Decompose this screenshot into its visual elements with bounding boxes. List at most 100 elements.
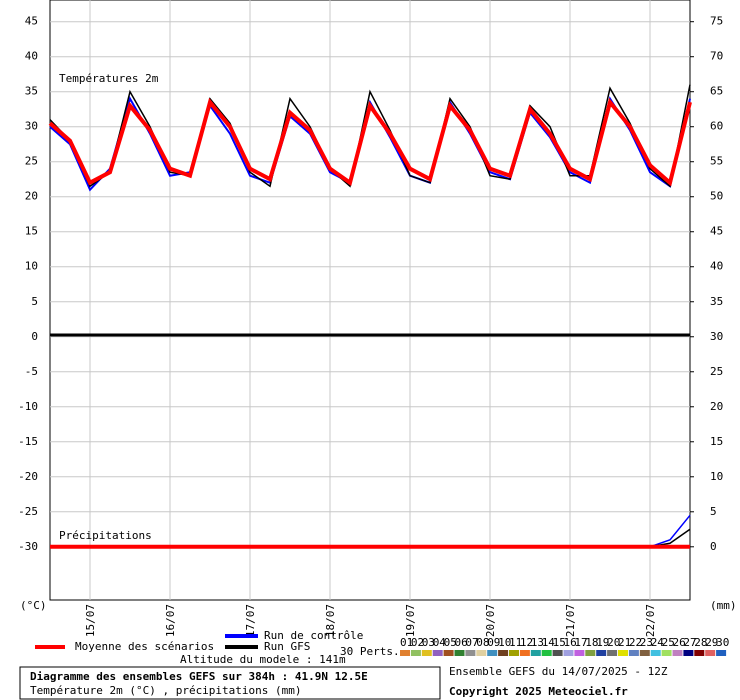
y2-tick-label: 35 xyxy=(710,295,723,308)
copyright: Copyright 2025 Meteociel.fr xyxy=(449,685,628,698)
y2-tick-label: 25 xyxy=(710,365,723,378)
perturbation-name: 14 xyxy=(542,636,556,649)
x-tick-label: 20/07 xyxy=(484,604,497,637)
run-info: Ensemble GEFS du 14/07/2025 - 12Z xyxy=(449,665,668,678)
legend-label: Run de contrôle xyxy=(264,629,363,642)
y2-tick-label: 15 xyxy=(710,435,723,448)
legend-label: Moyenne des scénarios xyxy=(75,640,214,653)
y-tick-label: 30 xyxy=(25,120,38,133)
perturbation-swatch xyxy=(628,650,639,656)
perturbation-swatch xyxy=(519,650,530,656)
perturbation-name: 15 xyxy=(553,636,566,649)
perturbation-name: 12 xyxy=(520,636,533,649)
y2-tick-label: 30 xyxy=(710,330,723,343)
perturbation-swatch xyxy=(661,650,672,656)
y-tick-label: 0 xyxy=(31,330,38,343)
perturbation-name: 07 xyxy=(465,636,478,649)
perturbation-swatch xyxy=(443,650,454,656)
footer-box xyxy=(19,666,441,700)
perturbation-swatch xyxy=(410,650,421,656)
series-line xyxy=(49,96,691,192)
perturbation-swatch xyxy=(639,650,650,656)
y-tick-label: 40 xyxy=(25,50,38,63)
y2-tick-label: 45 xyxy=(710,225,723,238)
y2-tick-label: 60 xyxy=(710,120,723,133)
y2-tick-label: 75 xyxy=(710,15,723,28)
y2-tick-label: 20 xyxy=(710,400,723,413)
y2-tick-label: 55 xyxy=(710,155,723,168)
perturbation-swatch xyxy=(541,650,552,656)
perturbation-swatch xyxy=(683,650,694,656)
y2-tick-label: 50 xyxy=(710,190,723,203)
perturbation-name: 29 xyxy=(705,636,718,649)
perturbation-name: 03 xyxy=(422,636,435,649)
perturbation-swatch xyxy=(618,650,628,656)
perturbation-name: 09 xyxy=(487,636,500,649)
y-tick-label: 10 xyxy=(25,260,38,273)
perturbation-swatch xyxy=(672,650,683,656)
perturbation-swatch xyxy=(596,650,607,656)
y2-tick-label: 40 xyxy=(710,260,723,273)
y-tick-label: -30 xyxy=(18,540,38,553)
series-line xyxy=(48,97,692,187)
perturbation-name: 02 xyxy=(411,636,424,649)
perturbation-name: 17 xyxy=(574,636,587,649)
y2-tick-label: 70 xyxy=(710,50,723,63)
perturbation-swatch xyxy=(509,650,519,656)
y-tick-label: -5 xyxy=(25,365,38,378)
y-tick-label: 5 xyxy=(31,295,38,308)
perturbation-name: 13 xyxy=(531,636,544,649)
y-tick-label: 45 xyxy=(25,15,38,28)
x-tick-label: 17/07 xyxy=(244,604,257,637)
perturbation-name: 19 xyxy=(596,636,609,649)
perturbation-swatch xyxy=(563,650,574,656)
perturbation-name: 11 xyxy=(509,636,522,649)
perturbation-name: 23 xyxy=(640,636,653,649)
y-tick-label: 15 xyxy=(25,225,38,238)
perturbation-name: 08 xyxy=(476,636,489,649)
legend-label: Run GFS xyxy=(264,640,310,653)
perturbation-name: 06 xyxy=(455,636,468,649)
perturbation-name: 10 xyxy=(498,636,511,649)
y2-tick-label: 10 xyxy=(710,470,723,483)
perturbation-swatch xyxy=(530,650,541,656)
perturbation-swatch xyxy=(465,650,476,656)
x-tick-label: 22/07 xyxy=(644,604,657,637)
perturbation-swatch xyxy=(607,650,618,656)
perturbation-swatch xyxy=(476,650,487,656)
y2-tick-label: 65 xyxy=(710,85,723,98)
panel-label: Températures 2m xyxy=(59,72,159,85)
perturbation-swatch xyxy=(705,650,716,656)
panel-label: Précipitations xyxy=(59,529,152,542)
x-tick-label: 18/07 xyxy=(324,604,337,637)
perturbation-name: 16 xyxy=(564,636,577,649)
y-tick-label: 20 xyxy=(25,190,38,203)
y2-tick-label: 5 xyxy=(710,505,717,518)
perturbation-swatch xyxy=(716,650,727,656)
x-tick-label: 16/07 xyxy=(164,604,177,637)
perturbation-name: 30 xyxy=(716,636,729,649)
footer-subtitle: Température 2m (°C) , précipitations (mm… xyxy=(30,684,302,697)
perturbation-swatch xyxy=(487,650,498,656)
footer-title: Diagramme des ensembles GEFS sur 384h : … xyxy=(30,670,368,683)
y2-unit: (mm) xyxy=(710,599,737,612)
y-tick-label: -10 xyxy=(18,400,38,413)
perturbation-name: 25 xyxy=(662,636,675,649)
perturbation-swatch xyxy=(552,650,563,656)
perturbation-swatch xyxy=(585,650,596,656)
perturbation-swatch xyxy=(454,650,465,656)
perturbation-swatch xyxy=(432,650,443,656)
perturbation-name: 18 xyxy=(585,636,598,649)
perturbation-name: 22 xyxy=(629,636,642,649)
x-tick-label: 19/07 xyxy=(404,604,417,637)
perturbation-name: 01 xyxy=(400,636,413,649)
perturbation-swatch xyxy=(498,650,509,656)
y-tick-label: -25 xyxy=(18,505,38,518)
plot-frame xyxy=(49,0,691,601)
perturbation-name: 28 xyxy=(694,636,707,649)
perturbation-swatch xyxy=(400,650,410,656)
perturbation-swatch xyxy=(694,650,705,656)
y2-tick-label: 0 xyxy=(710,540,717,553)
perturbation-swatch xyxy=(574,650,585,656)
